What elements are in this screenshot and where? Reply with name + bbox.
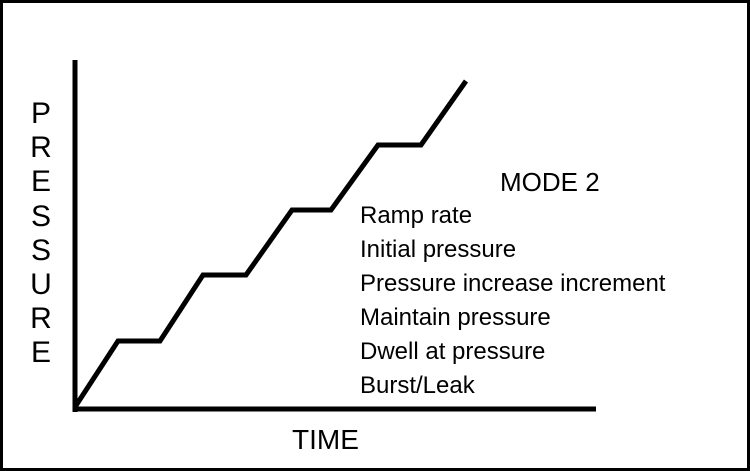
- step-item: Maintain pressure: [360, 304, 551, 331]
- mode-title: MODE 2: [500, 167, 600, 197]
- y-axis-label-letter: U: [30, 268, 52, 302]
- x-axis-label: TIME: [292, 424, 359, 455]
- step-list: Ramp rate Initial pressure Pressure incr…: [360, 199, 665, 403]
- step-item: Initial pressure: [360, 236, 517, 263]
- y-axis-label-letter: R: [30, 302, 52, 336]
- pressure-time-graph: [72, 60, 596, 412]
- y-axis-label-letter: E: [30, 336, 51, 370]
- y-axis-label-letter: E: [30, 165, 51, 199]
- step-item: Pressure increase increment: [360, 270, 666, 297]
- step-item: Dwell at pressure: [360, 338, 546, 365]
- y-axis-label-letter: S: [30, 233, 51, 267]
- step-item: Burst/Leak: [360, 372, 475, 399]
- step-item: Ramp rate: [360, 202, 473, 229]
- y-axis-label-letter: P: [30, 97, 51, 130]
- y-axis-label-letter: R: [30, 131, 52, 165]
- y-axis-label-letter: S: [30, 199, 51, 233]
- pressure-step-curve: [72, 79, 469, 409]
